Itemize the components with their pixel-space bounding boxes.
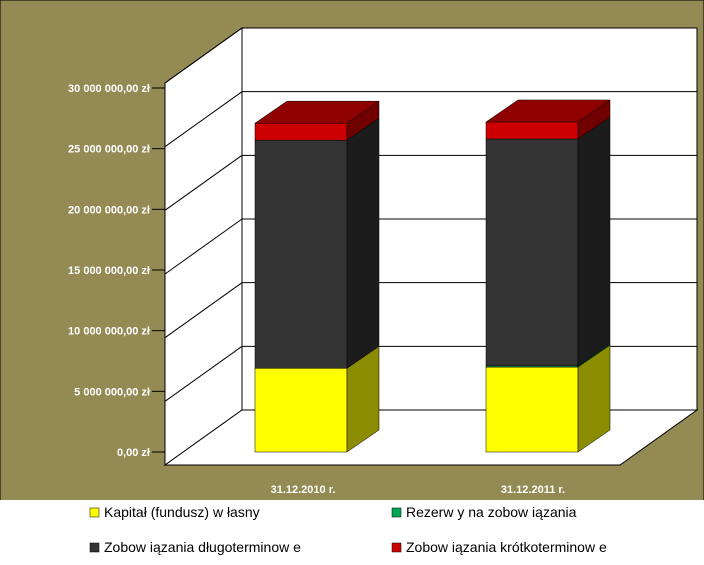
- bar-segment-side: [578, 117, 610, 366]
- legend-label: Zobow iązania długoterminow e: [104, 539, 301, 555]
- legend-label: Zobow iązania krótkoterminow e: [406, 539, 607, 555]
- bar-segment: [255, 140, 347, 368]
- legend-swatch: [90, 543, 99, 552]
- plot-floor: [165, 410, 697, 465]
- y-tick-label: 10 000 000,00 zł: [68, 326, 150, 338]
- bar-segment: [486, 122, 578, 139]
- bar-segment-side: [347, 118, 379, 368]
- y-tick-label: 0,00 zł: [117, 447, 150, 459]
- legend-swatch: [392, 508, 401, 517]
- legend-label: Kapitał (fundusz) w łasny: [104, 504, 260, 520]
- bar-segment: [255, 123, 347, 140]
- y-tick-label: 25 000 000,00 zł: [68, 144, 150, 156]
- legend-swatch: [392, 543, 401, 552]
- y-tick-label: 5 000 000,00 zł: [74, 386, 150, 398]
- bar-segment: [486, 367, 578, 452]
- y-tick-label: 20 000 000,00 zł: [68, 204, 150, 216]
- y-tick-label: 15 000 000,00 zł: [68, 265, 150, 277]
- legend-swatch: [90, 508, 99, 517]
- x-tick-label: 31.12.2010 r.: [271, 484, 336, 496]
- x-tick-label: 31.12.2011 r.: [501, 484, 565, 496]
- bar-segment: [486, 139, 578, 366]
- bar-segment: [255, 368, 347, 452]
- y-tick-label: 30 000 000,00 zł: [68, 83, 150, 95]
- legend-label: Rezerw y na zobow iązania: [406, 504, 577, 520]
